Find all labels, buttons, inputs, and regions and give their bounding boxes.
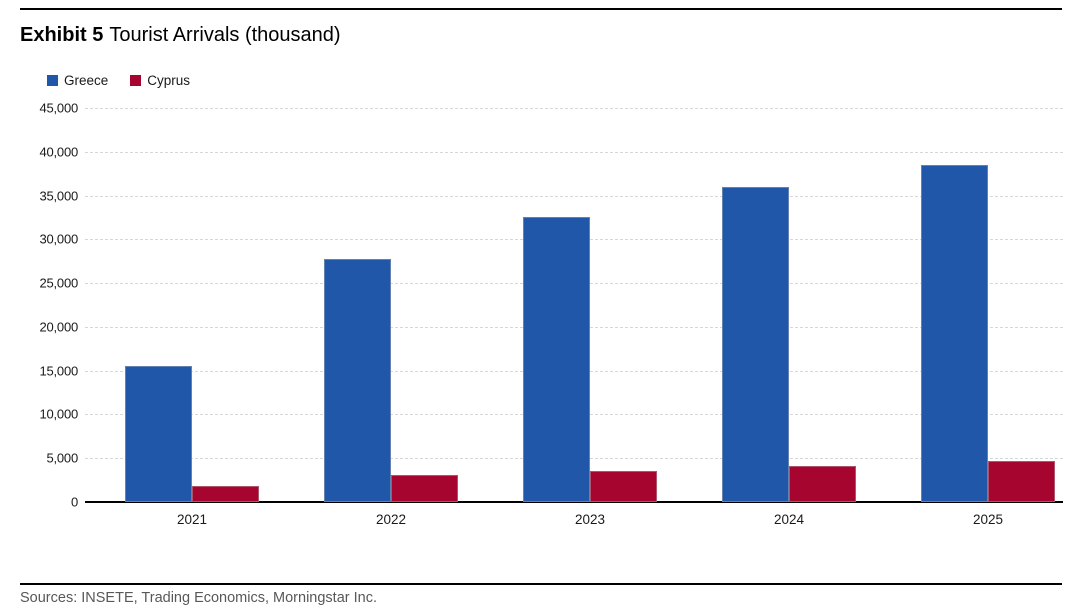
sources-note: Sources: INSETE, Trading Economics, Morn… <box>20 590 377 606</box>
legend-swatch-cyprus <box>130 75 142 86</box>
y-axis-tick-label: 30,000 <box>39 231 78 247</box>
y-axis-tick-label: 5,000 <box>46 450 78 466</box>
bar-cyprus-2022 <box>391 474 458 502</box>
y-axis-tick-label: 15,000 <box>39 363 78 379</box>
x-axis-tick-label: 2023 <box>574 512 606 527</box>
y-axis-tick-label: 0 <box>70 494 78 510</box>
top-divider <box>20 8 1062 10</box>
x-axis-line <box>85 501 1063 503</box>
x-axis-tick-label: 2021 <box>176 512 208 527</box>
legend-item-cyprus: Cyprus <box>130 73 190 88</box>
exhibit-label: Exhibit 5 <box>20 24 104 46</box>
bar-cyprus-2024 <box>789 466 856 502</box>
x-axis-tick-label: 2022 <box>375 512 407 527</box>
chart-title: Tourist Arrivals (thousand) <box>109 24 341 46</box>
y-axis-tick-label: 10,000 <box>39 406 78 422</box>
bottom-divider <box>20 583 1062 585</box>
legend: Greece Cyprus <box>47 73 190 88</box>
y-axis-tick-label: 20,000 <box>39 319 78 335</box>
gridline <box>85 195 1063 197</box>
y-axis-tick-label: 25,000 <box>39 275 78 291</box>
bar-cyprus-2023 <box>590 470 657 502</box>
bar-greece-2025 <box>921 164 988 502</box>
gridline <box>85 108 1063 109</box>
y-axis-tick-label: 35,000 <box>39 188 78 204</box>
page-title: Exhibit 5 Tourist Arrivals (thousand) <box>20 24 341 47</box>
legend-label: Greece <box>64 73 109 88</box>
y-axis: 0 5,000 10,000 15,000 20,000 25,000 30,000 35,0… <box>0 101 78 510</box>
y-axis-tick-label: 45,000 <box>39 100 78 116</box>
y-axis-tick-label: 40,000 <box>39 144 78 160</box>
legend-item-greece: Greece <box>47 73 108 88</box>
bar-cyprus-2021 <box>192 486 259 502</box>
bar-chart: 0 5,000 10,000 15,000 20,000 25,000 30,000 35,0… <box>0 101 1063 538</box>
bar-greece-2024 <box>722 186 789 502</box>
bar-cyprus-2025 <box>988 460 1055 502</box>
bar-greece-2022 <box>324 258 391 502</box>
plot-area: 2021 2022 2023 2024 2025 <box>85 108 1063 527</box>
legend-swatch-greece <box>47 75 58 86</box>
x-axis-tick-label: 2025 <box>972 512 1004 527</box>
x-axis-tick-label: 2024 <box>773 512 805 527</box>
bar-greece-2021 <box>125 366 192 502</box>
bar-greece-2023 <box>523 217 590 502</box>
legend-label: Cyprus <box>147 73 191 88</box>
gridline <box>85 151 1063 153</box>
